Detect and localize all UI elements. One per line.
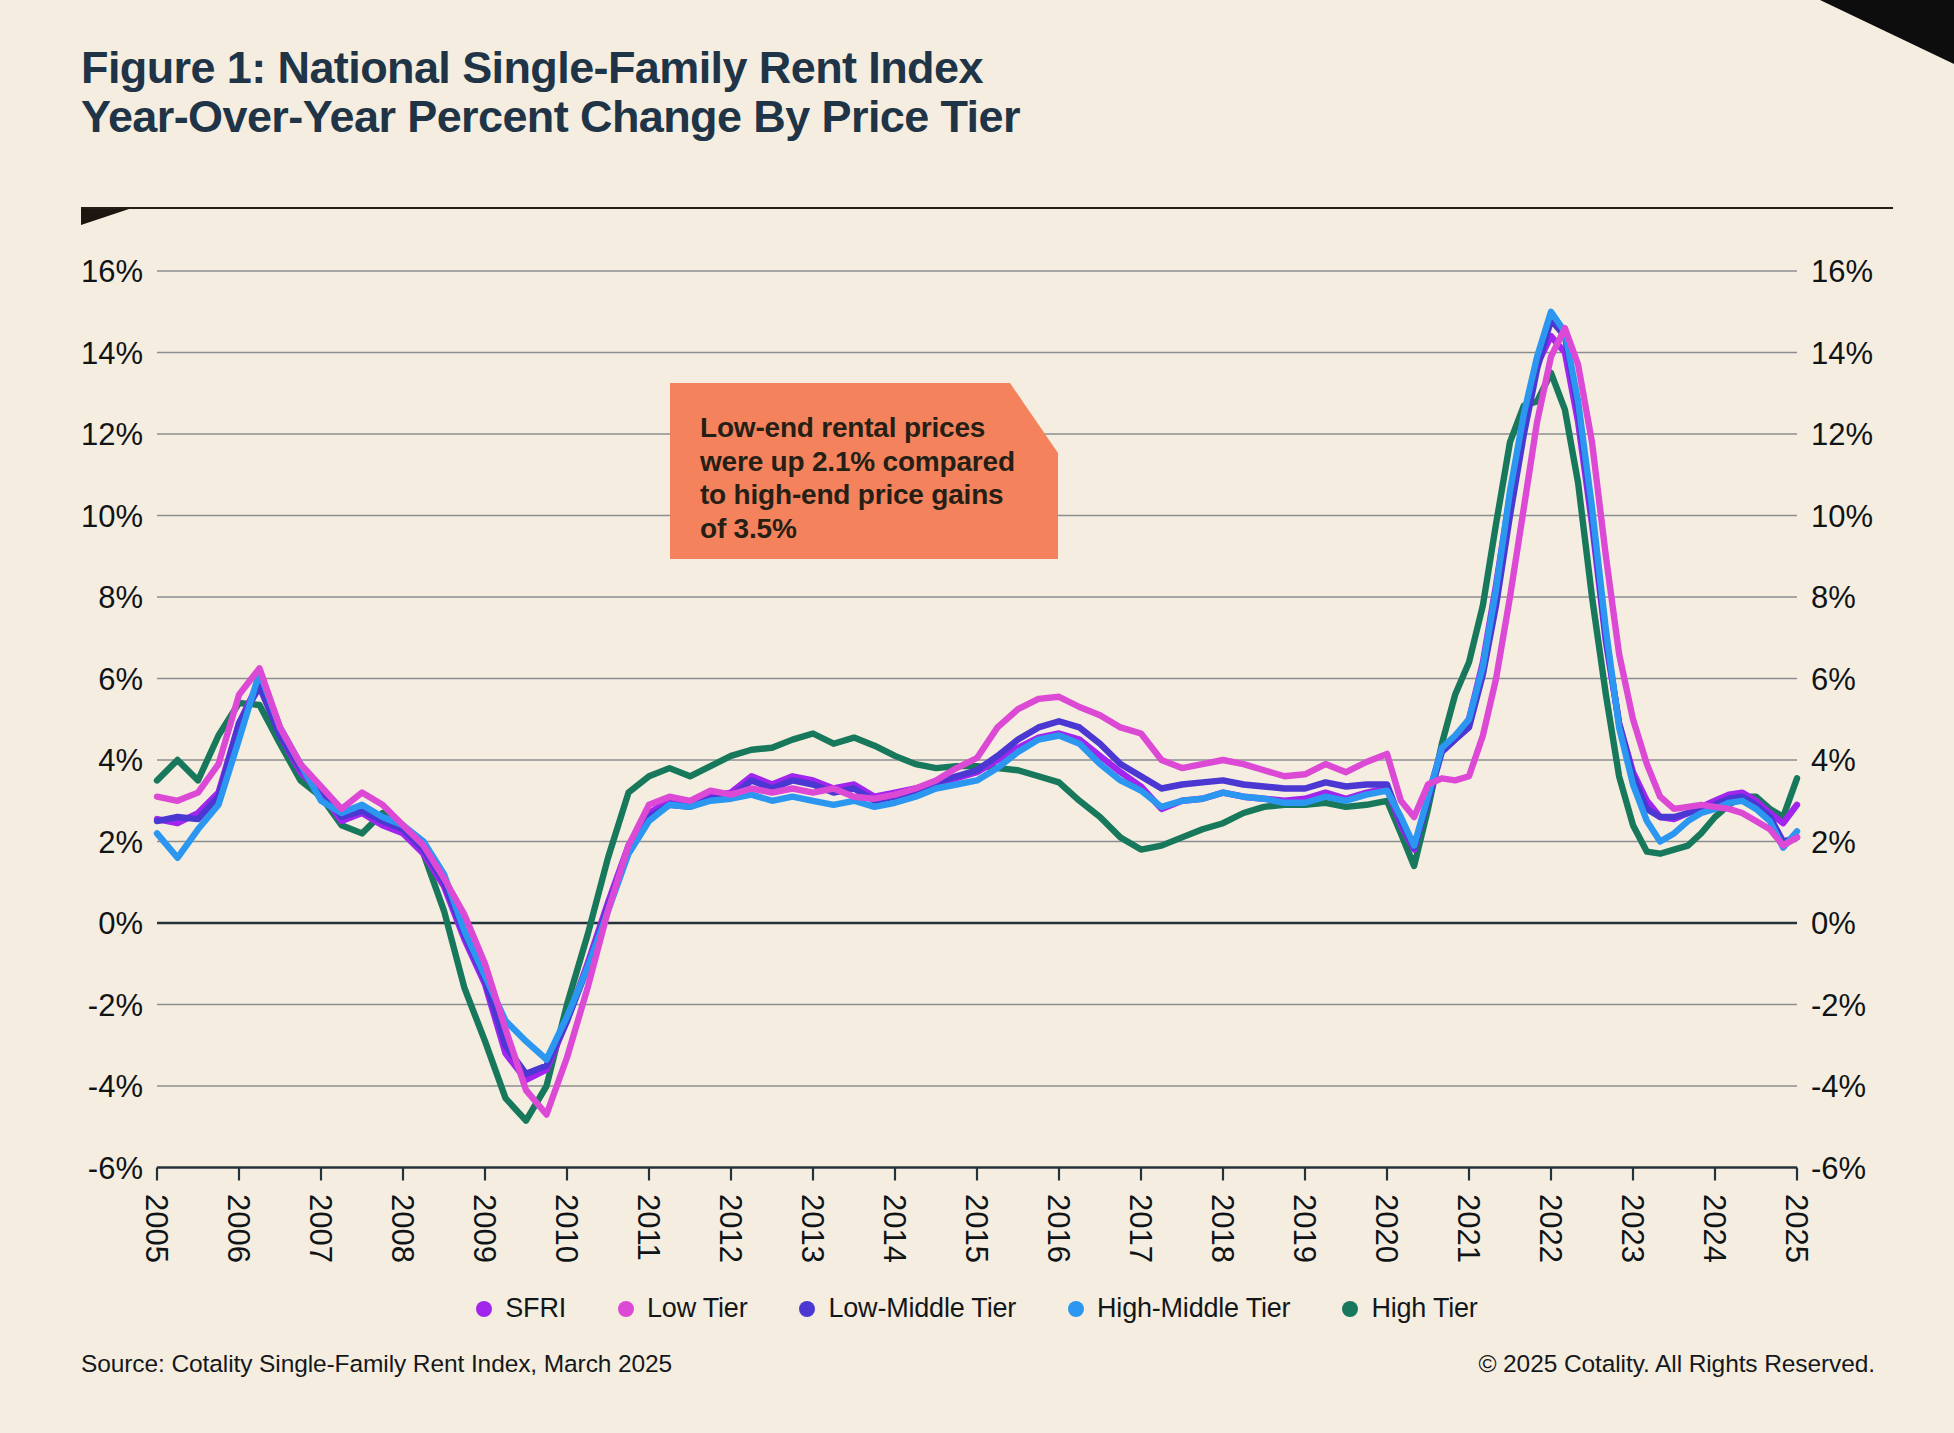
svg-text:2022: 2022 (1533, 1194, 1568, 1263)
svg-text:6%: 6% (1811, 662, 1856, 697)
svg-text:2010: 2010 (549, 1194, 584, 1263)
svg-text:2025: 2025 (1779, 1194, 1814, 1263)
y-axis-labels-left: 16% 14% 12% 10% 8% 6% 4% 2% 0% -2% -4% -6% (81, 254, 143, 1186)
x-axis-labels: 2005 2006 2007 2008 2009 2010 2011 2012 2013 2014… (139, 1194, 1814, 1263)
rent-index-line-chart: 16% 14% 12% 10% 8% 6% 4% 2% 0% -2% -4% -6% 16% 14% 12%… (0, 0, 1954, 1433)
legend-label-low: Low Tier (647, 1293, 747, 1324)
legend-item-high_middle: High-Middle Tier (1068, 1293, 1290, 1324)
svg-text:2007: 2007 (303, 1194, 338, 1263)
svg-text:8%: 8% (1811, 580, 1856, 615)
copyright-text: © 2025 Cotality. All Rights Reserved. (1478, 1350, 1875, 1378)
svg-text:2023: 2023 (1615, 1194, 1650, 1263)
svg-text:-4%: -4% (88, 1069, 143, 1104)
svg-text:4%: 4% (98, 743, 143, 778)
svg-text:2020: 2020 (1369, 1194, 1404, 1263)
legend-label-low_middle: Low-Middle Tier (828, 1293, 1016, 1324)
legend-dot-icon-low_middle (799, 1301, 815, 1317)
svg-text:-2%: -2% (88, 988, 143, 1023)
page-background: { "header": { "title": "Figure 1: Nation… (0, 0, 1954, 1433)
legend-item-high: High Tier (1342, 1293, 1477, 1324)
svg-text:2015: 2015 (959, 1194, 994, 1263)
svg-text:2006: 2006 (221, 1194, 256, 1263)
annotation-callout: Low-end rental prices were up 2.1% compa… (670, 383, 1058, 559)
x-axis-ticks (157, 1168, 1797, 1181)
legend-dot-icon-low (618, 1301, 634, 1317)
legend-label-high: High Tier (1371, 1293, 1477, 1324)
legend-dot-icon-sfri (476, 1301, 492, 1317)
legend-item-low: Low Tier (618, 1293, 747, 1324)
svg-text:2016: 2016 (1041, 1194, 1076, 1263)
svg-text:2013: 2013 (795, 1194, 830, 1263)
svg-text:2005: 2005 (139, 1194, 174, 1263)
legend-label-sfri: SFRI (505, 1293, 566, 1324)
legend-dot-icon-high (1342, 1301, 1358, 1317)
footer: Source: Cotality Single-Family Rent Inde… (81, 1350, 1875, 1378)
y-axis-labels-right: 16% 14% 12% 10% 8% 6% 4% 2% 0% -2% -4% -6% (1811, 254, 1873, 1186)
svg-text:-6%: -6% (88, 1151, 143, 1186)
svg-text:-4%: -4% (1811, 1069, 1866, 1104)
svg-text:0%: 0% (1811, 906, 1856, 941)
svg-text:0%: 0% (98, 906, 143, 941)
svg-text:2021: 2021 (1451, 1194, 1486, 1263)
svg-text:2%: 2% (1811, 825, 1856, 860)
svg-text:2017: 2017 (1123, 1194, 1158, 1263)
legend-label-high_middle: High-Middle Tier (1097, 1293, 1290, 1324)
svg-text:12%: 12% (81, 417, 143, 452)
legend-item-sfri: SFRI (476, 1293, 566, 1324)
svg-text:2014: 2014 (877, 1194, 912, 1263)
svg-text:2012: 2012 (713, 1194, 748, 1263)
chart-legend: SFRI Low Tier Low-Middle Tier High-Middle T… (157, 1293, 1797, 1324)
svg-text:2019: 2019 (1287, 1194, 1322, 1263)
annotation-text: Low-end rental prices were up 2.1% compa… (700, 411, 1034, 545)
svg-text:10%: 10% (81, 499, 143, 534)
svg-text:-2%: -2% (1811, 988, 1866, 1023)
legend-dot-icon-high_middle (1068, 1301, 1084, 1317)
svg-text:2011: 2011 (631, 1194, 666, 1261)
svg-text:-6%: -6% (1811, 1151, 1866, 1186)
svg-text:12%: 12% (1811, 417, 1873, 452)
svg-text:2018: 2018 (1205, 1194, 1240, 1263)
svg-text:16%: 16% (81, 254, 143, 289)
svg-text:2024: 2024 (1697, 1194, 1732, 1263)
svg-text:2008: 2008 (385, 1194, 420, 1263)
svg-text:2%: 2% (98, 825, 143, 860)
svg-text:14%: 14% (81, 336, 143, 371)
svg-text:14%: 14% (1811, 336, 1873, 371)
svg-text:10%: 10% (1811, 499, 1873, 534)
svg-text:4%: 4% (1811, 743, 1856, 778)
legend-item-low_middle: Low-Middle Tier (799, 1293, 1016, 1324)
svg-text:8%: 8% (98, 580, 143, 615)
source-text: Source: Cotality Single-Family Rent Inde… (81, 1350, 672, 1378)
svg-text:16%: 16% (1811, 254, 1873, 289)
svg-text:6%: 6% (98, 662, 143, 697)
svg-text:2009: 2009 (467, 1194, 502, 1263)
